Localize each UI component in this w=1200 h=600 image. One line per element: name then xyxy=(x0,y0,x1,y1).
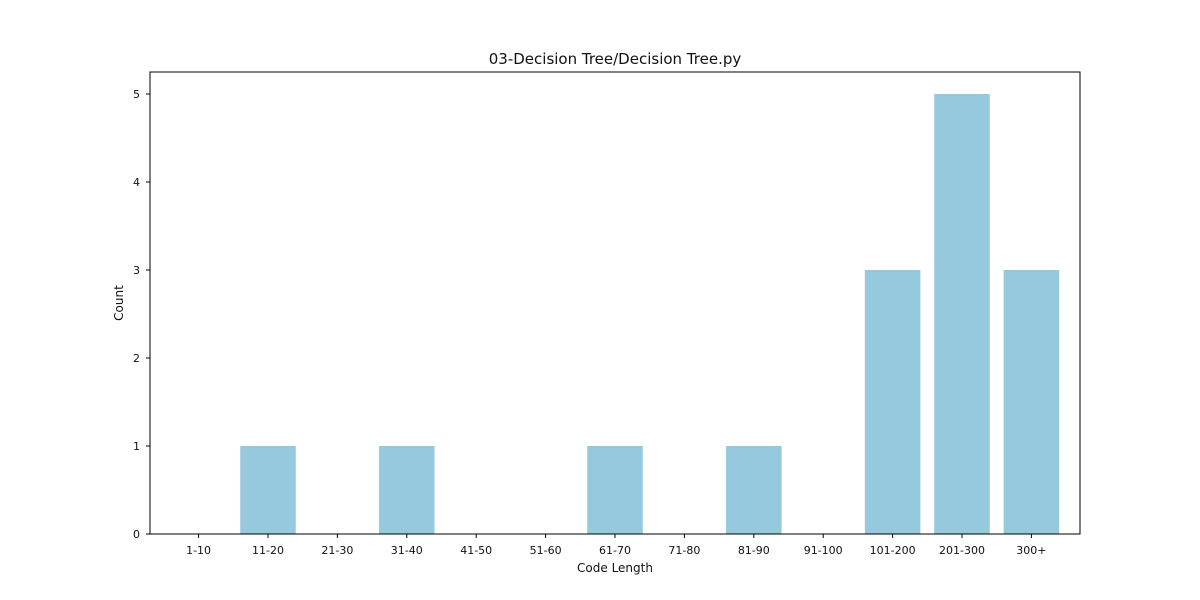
bar-81-90 xyxy=(726,446,782,534)
y-tick-label: 3 xyxy=(133,264,140,277)
bar-300+ xyxy=(1003,270,1060,534)
y-tick-label: 1 xyxy=(133,440,140,453)
bar-31-40 xyxy=(379,446,435,534)
x-axis-ticks: 1-10 11-20 21-30 31-40 41-50 51-60 61-70 71-80 8… xyxy=(186,534,1047,557)
x-tick-label: 81-90 xyxy=(738,544,770,557)
y-axis-ticks: 0 1 2 3 4 5 xyxy=(133,88,150,541)
x-tick-label: 201-300 xyxy=(939,544,985,557)
bar-101-200 xyxy=(864,270,921,534)
x-tick-label: 91-100 xyxy=(804,544,843,557)
x-tick-label: 61-70 xyxy=(599,544,631,557)
x-tick-label: 101-200 xyxy=(870,544,916,557)
y-tick-label: 4 xyxy=(133,176,140,189)
x-tick-label: 31-40 xyxy=(391,544,423,557)
y-tick-label: 2 xyxy=(133,352,140,365)
x-tick-label: 21-30 xyxy=(321,544,353,557)
x-tick-label: 300+ xyxy=(1016,544,1046,557)
bar-61-70 xyxy=(587,446,643,534)
x-tick-label: 1-10 xyxy=(186,544,211,557)
bar-201-300 xyxy=(934,94,990,534)
x-tick-label: 71-80 xyxy=(668,544,700,557)
x-axis-label: Code Length xyxy=(577,561,653,575)
x-tick-label: 41-50 xyxy=(460,544,492,557)
x-tick-label: 11-20 xyxy=(252,544,284,557)
bars-layer xyxy=(240,94,1060,534)
plot-frame xyxy=(149,71,1081,535)
chart-title: 03-Decision Tree/Decision Tree.py xyxy=(489,50,742,68)
y-tick-label: 5 xyxy=(133,88,140,101)
y-tick-label: 0 xyxy=(133,528,140,541)
y-axis-label: Count xyxy=(112,285,126,321)
x-tick-label: 51-60 xyxy=(530,544,562,557)
bar-11-20 xyxy=(240,446,296,534)
